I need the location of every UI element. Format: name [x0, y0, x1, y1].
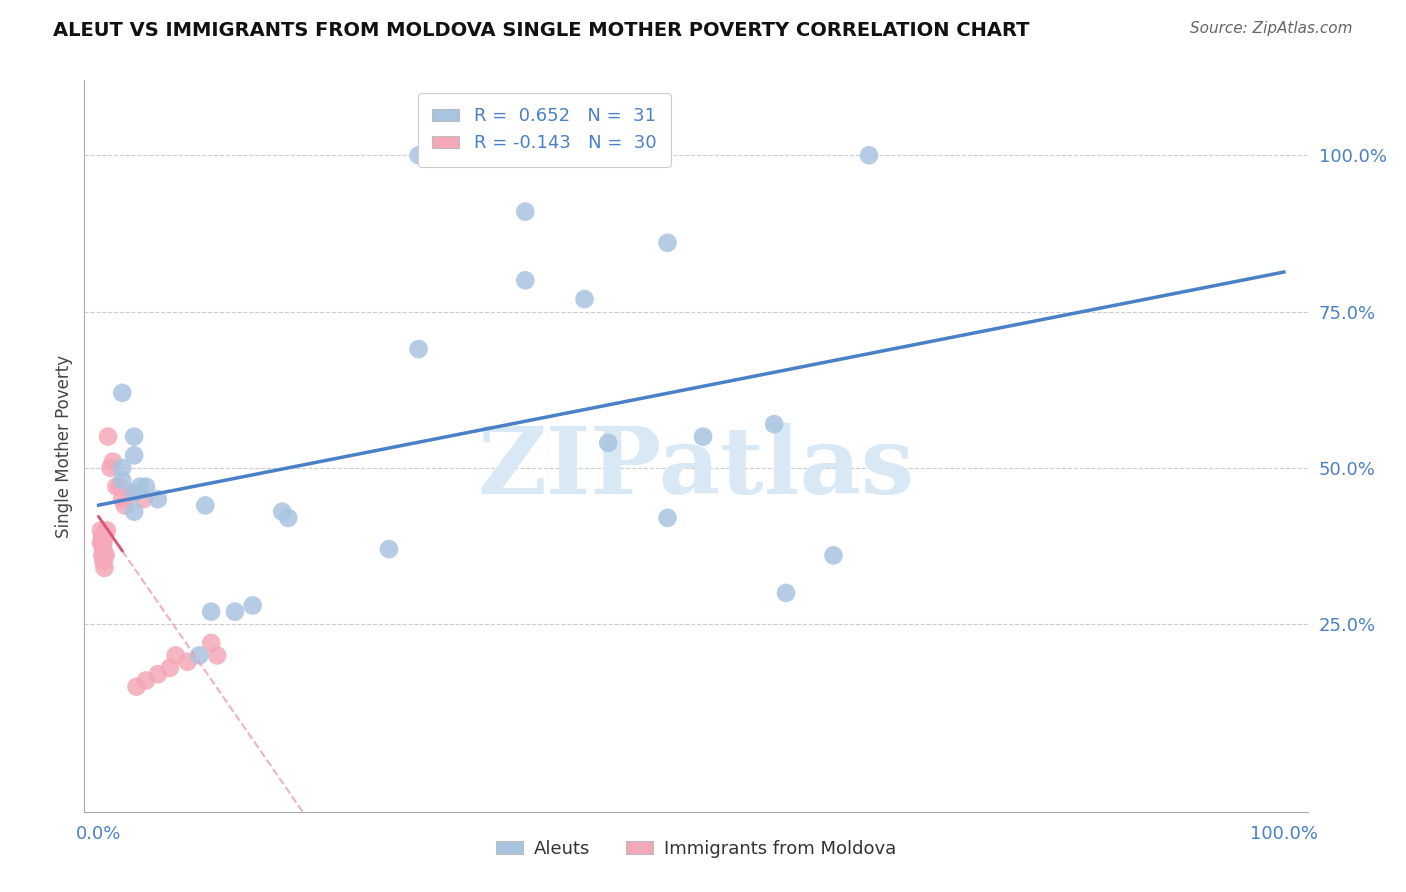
Point [105, 480, 128, 494]
Point [91, 530, 114, 544]
Point [200, 636, 222, 650]
Point [165, 648, 187, 663]
Point [111, 461, 134, 475]
Point [574, 292, 596, 306]
Point [135, 480, 157, 494]
Point [598, 435, 620, 450]
Point [188, 648, 211, 663]
Point [271, 505, 294, 519]
Point [763, 417, 786, 431]
Point [775, 586, 797, 600]
Point [122, 505, 145, 519]
Point [146, 667, 169, 681]
Point [135, 673, 157, 688]
Point [515, 273, 537, 287]
Point [93, 530, 115, 544]
Legend: Aleuts, Immigrants from Moldova: Aleuts, Immigrants from Moldova [488, 832, 904, 865]
Point [91, 536, 114, 550]
Point [91, 549, 114, 563]
Text: ZIPatlas: ZIPatlas [478, 423, 914, 513]
Point [132, 492, 155, 507]
Point [97, 429, 120, 443]
Point [111, 385, 134, 400]
Point [224, 605, 246, 619]
Point [108, 480, 131, 494]
Y-axis label: Single Mother Poverty: Single Mother Poverty [55, 354, 73, 538]
Point [91, 555, 114, 569]
Point [90, 524, 112, 538]
Point [122, 429, 145, 443]
Point [194, 499, 217, 513]
Point [121, 486, 143, 500]
Point [692, 429, 714, 443]
Point [657, 511, 679, 525]
Text: Source: ZipAtlas.com: Source: ZipAtlas.com [1189, 21, 1353, 37]
Point [408, 148, 430, 162]
Point [378, 542, 401, 557]
Point [94, 549, 117, 563]
Point [200, 605, 222, 619]
Point [122, 486, 145, 500]
Point [176, 655, 198, 669]
Point [90, 536, 112, 550]
Point [277, 511, 299, 525]
Point [205, 648, 228, 663]
Point [146, 492, 169, 507]
Point [823, 549, 845, 563]
Point [122, 449, 145, 463]
Text: ALEUT VS IMMIGRANTS FROM MOLDOVA SINGLE MOTHER POVERTY CORRELATION CHART: ALEUT VS IMMIGRANTS FROM MOLDOVA SINGLE … [53, 21, 1031, 40]
Point [93, 561, 115, 575]
Point [858, 148, 880, 162]
Point [125, 680, 148, 694]
Point [111, 492, 134, 507]
Point [129, 480, 152, 494]
Point [96, 524, 118, 538]
Point [515, 204, 537, 219]
Point [408, 342, 430, 356]
Point [100, 461, 122, 475]
Point [91, 536, 114, 550]
Point [242, 599, 264, 613]
Point [101, 455, 124, 469]
Point [657, 235, 679, 250]
Point [159, 661, 181, 675]
Point [111, 474, 134, 488]
Point [114, 499, 136, 513]
Point [91, 542, 114, 557]
Point [93, 549, 115, 563]
